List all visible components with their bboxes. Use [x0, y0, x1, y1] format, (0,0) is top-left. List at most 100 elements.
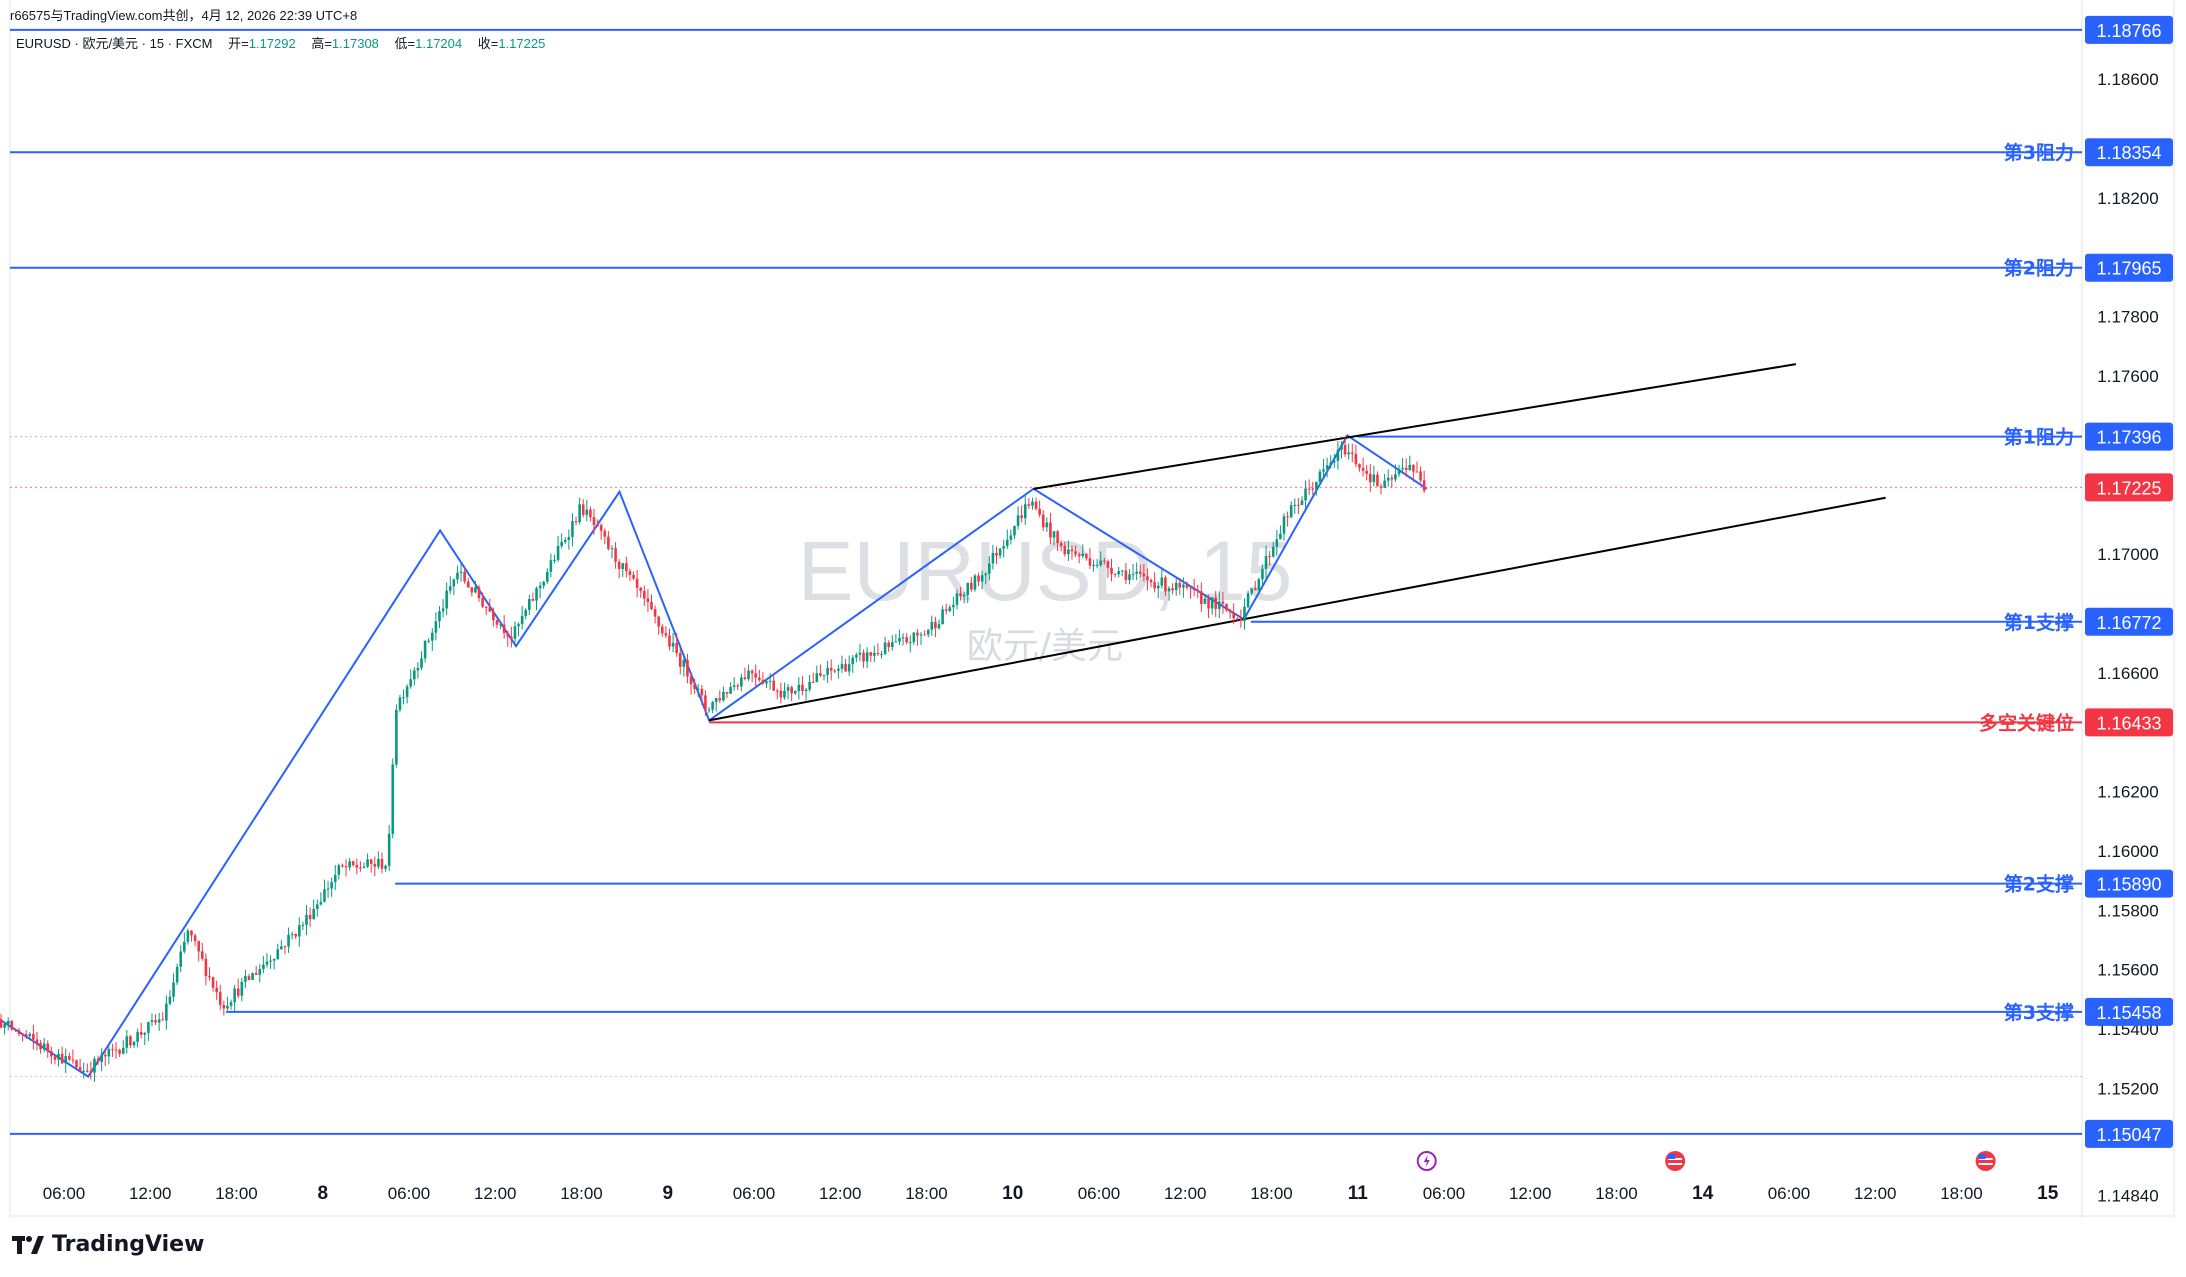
candle-body	[53, 1056, 57, 1060]
candle-body	[520, 615, 524, 625]
candle-body	[840, 664, 844, 669]
candle-body	[333, 874, 337, 883]
candle-body	[973, 575, 977, 590]
candle-body	[193, 935, 197, 942]
candle-body	[675, 642, 678, 654]
candle-body	[28, 1033, 32, 1037]
time-axis[interactable]: 06:00 12:00 18:00 8 06:00 12:00 18:00 9 06:00 12:…	[43, 1183, 2059, 1204]
time-tick-label: 18:00	[1940, 1184, 1983, 1203]
candle-body	[531, 599, 535, 601]
candle-body	[538, 585, 542, 589]
candle-body	[39, 1043, 42, 1050]
candle-body	[351, 861, 355, 866]
time-tick-label: 9	[662, 1183, 673, 1204]
time-tick-label: 12:00	[1854, 1184, 1897, 1203]
candle-body	[890, 642, 894, 648]
candle-body	[664, 633, 668, 636]
candle-body	[1264, 556, 1268, 569]
candle-body	[905, 637, 908, 643]
candle-body	[772, 680, 775, 691]
candle-body	[373, 863, 377, 867]
candle-body	[944, 609, 948, 612]
candle-body	[157, 1019, 161, 1023]
tradingview-logo[interactable]: TradingView	[12, 1232, 204, 1257]
price-tag-value: 1.15458	[2096, 1003, 2161, 1023]
candle-body	[298, 925, 301, 937]
time-tick-label: 12:00	[474, 1184, 517, 1203]
candle-body	[926, 629, 930, 635]
time-tick-label: 12:00	[1509, 1184, 1552, 1203]
price-tag	[2085, 1119, 2173, 1148]
candle-body	[1027, 504, 1031, 506]
candle-body	[991, 552, 995, 564]
candle-body	[815, 673, 819, 682]
candle-body	[1106, 561, 1110, 568]
candle-body	[761, 679, 765, 684]
candle-body	[1422, 480, 1426, 491]
price-axis[interactable]: 1.18600 1.18200 1.17800 1.17600 1.17000 1.166…	[2097, 70, 2158, 1205]
candle-body	[344, 866, 348, 868]
candle-body	[143, 1033, 147, 1035]
candle-body	[1232, 612, 1235, 619]
candle-body	[1243, 606, 1246, 621]
candle-body	[682, 659, 686, 667]
candle-body	[1379, 486, 1383, 488]
candle-body	[811, 681, 815, 683]
candle-body	[215, 987, 218, 993]
candle-body	[743, 677, 747, 680]
candle-body	[1336, 449, 1340, 461]
candle-body	[211, 977, 215, 988]
event-markers[interactable]	[1416, 1151, 1996, 1171]
level-name-label: 第2阻力	[2004, 257, 2074, 280]
candle-body	[68, 1056, 71, 1060]
candle-body	[984, 573, 988, 576]
candle-body	[405, 686, 409, 698]
candle-body	[1203, 598, 1207, 604]
candle-body	[280, 946, 283, 950]
candle-body	[308, 914, 312, 920]
candle-body	[459, 571, 463, 573]
candle-body	[1200, 591, 1203, 604]
candle-body	[366, 859, 369, 867]
symbol-line[interactable]: EURUSD · 欧元/美元 · 15 · FXCM	[16, 36, 213, 51]
candle-body	[1117, 571, 1120, 575]
close-label: 收=	[477, 36, 499, 51]
candle-body	[1088, 558, 1092, 566]
candle-body	[118, 1049, 121, 1054]
candle-body	[17, 1030, 21, 1034]
candle-body	[125, 1036, 129, 1048]
candle-body	[1343, 445, 1347, 455]
price-tag	[2085, 253, 2173, 282]
candle-body	[42, 1043, 46, 1050]
candle-body	[175, 966, 179, 983]
candle-body	[1207, 598, 1210, 609]
candle-body	[635, 578, 639, 588]
time-tick-label: 11	[1348, 1183, 1369, 1204]
candle-body	[362, 866, 366, 868]
candle-body	[1153, 582, 1156, 589]
candle-body	[822, 674, 826, 676]
candle-body	[1250, 588, 1253, 594]
time-tick-label: 06:00	[1078, 1184, 1121, 1203]
candle-body	[1189, 587, 1192, 589]
candle-body	[952, 604, 955, 608]
candle-body	[1070, 549, 1074, 552]
candle-body	[916, 632, 919, 636]
candle-body	[578, 504, 581, 523]
candle-body	[1077, 554, 1081, 557]
candle-body	[197, 941, 200, 952]
candle-body	[801, 684, 804, 691]
time-tick-label: 06:00	[1768, 1184, 1811, 1203]
candle-body	[589, 509, 592, 518]
price-tag	[2085, 869, 2173, 898]
candle-body	[722, 691, 725, 701]
candle-body	[359, 867, 362, 869]
candle-body	[1103, 560, 1106, 562]
candle-body	[1239, 618, 1243, 621]
time-tick-label: 06:00	[43, 1184, 86, 1203]
high-label: 高=	[311, 36, 332, 51]
candle-body	[1318, 471, 1322, 482]
candle-body	[1124, 570, 1128, 581]
time-tick-label: 18:00	[215, 1184, 258, 1203]
